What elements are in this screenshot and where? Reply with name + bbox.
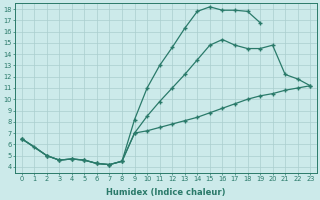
X-axis label: Humidex (Indice chaleur): Humidex (Indice chaleur)	[106, 188, 226, 197]
